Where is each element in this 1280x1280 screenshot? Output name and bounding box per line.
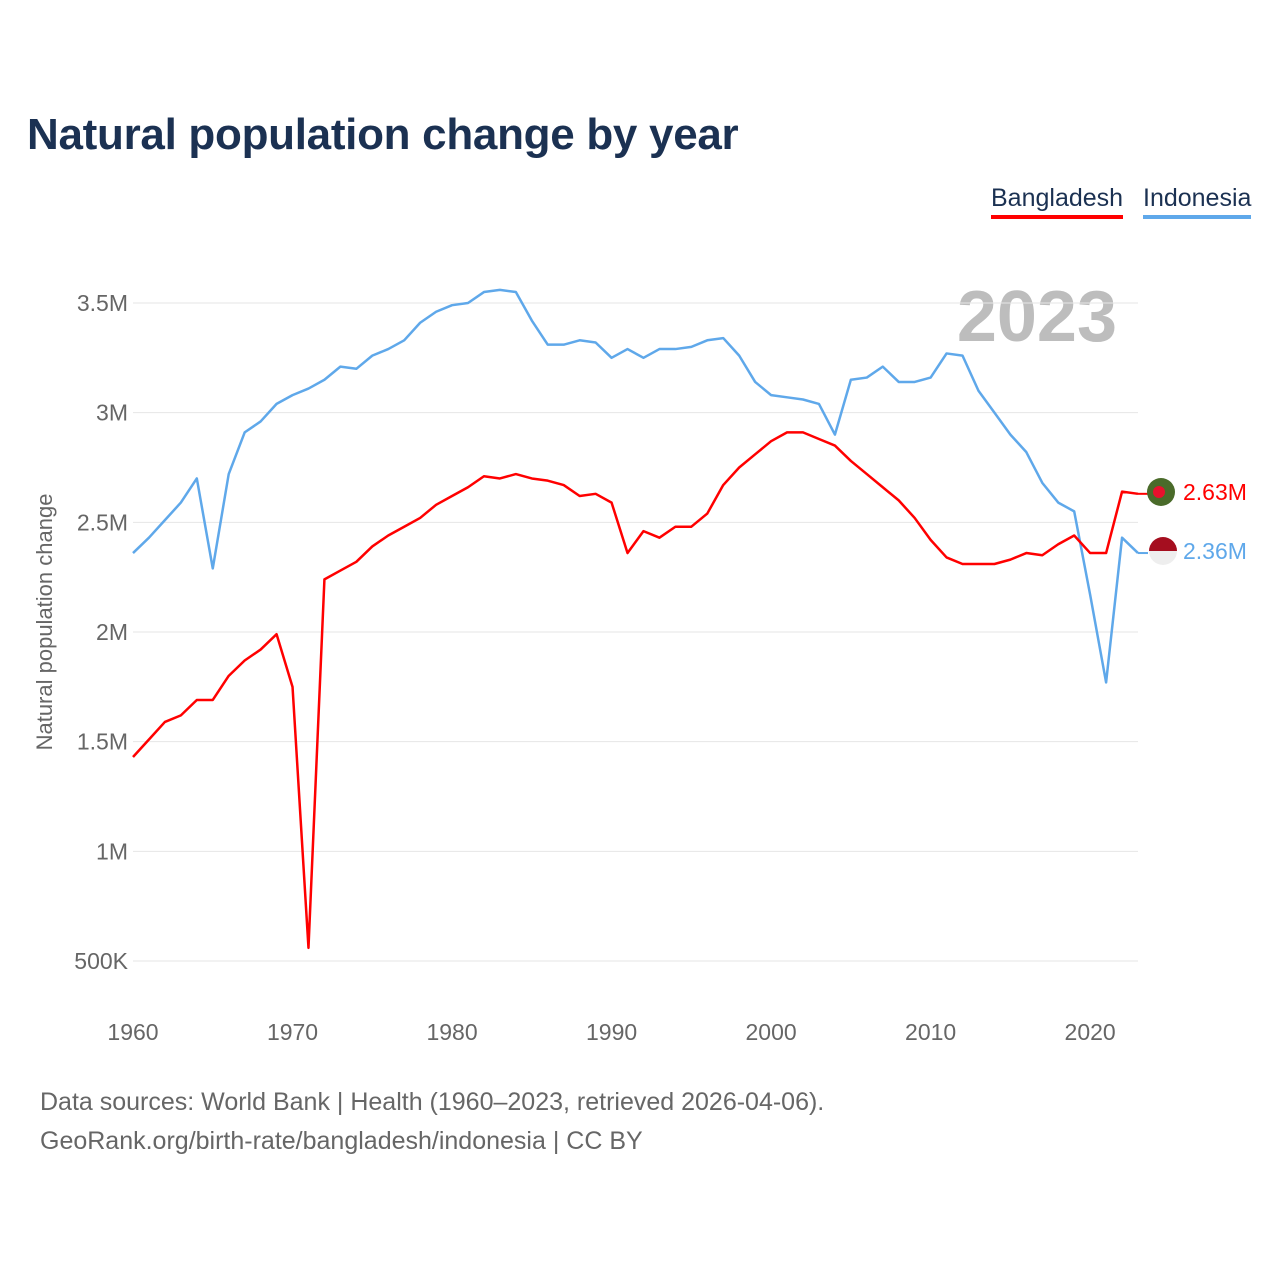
y-tick-label: 500K: [74, 948, 128, 974]
current-year-label: 2023: [957, 277, 1117, 357]
x-tick-label: 2000: [746, 1019, 797, 1045]
chart-title: Natural population change by year: [27, 110, 739, 159]
footer-attribution[interactable]: GeoRank.org/birth-rate/bangladesh/indone…: [40, 1127, 643, 1155]
x-tick-label: 1970: [267, 1019, 318, 1045]
footer-sources: Data sources: World Bank | Health (1960–…: [40, 1088, 825, 1116]
flag-indonesia-icon: [1149, 537, 1177, 565]
y-tick-label: 2.5M: [77, 509, 128, 535]
y-tick-label: 1.5M: [77, 729, 128, 755]
legend-item-bangladesh[interactable]: Bangladesh: [991, 184, 1124, 219]
x-tick-label: 2020: [1065, 1019, 1116, 1045]
flag-bangladesh-icon: [1147, 478, 1175, 506]
x-tick-label: 1960: [107, 1019, 158, 1045]
series-line-bangladesh: [132, 431, 1139, 950]
y-tick-label: 3.5M: [77, 290, 128, 316]
end-label-bangladesh: 2.63M: [1183, 479, 1247, 505]
x-tick-label: 2010: [905, 1019, 956, 1045]
legend-item-indonesia[interactable]: Indonesia: [1143, 184, 1252, 219]
x-tick-label: 1990: [586, 1019, 637, 1045]
y-axis-label: Natural population change: [32, 494, 57, 751]
series-line-indonesia: [132, 288, 1139, 684]
y-tick-label: 2M: [96, 619, 128, 645]
y-tick-label: 1M: [96, 838, 128, 864]
end-label-indonesia: 2.36M: [1183, 538, 1247, 564]
y-tick-label: 3M: [96, 400, 128, 426]
x-tick-label: 1980: [426, 1019, 477, 1045]
